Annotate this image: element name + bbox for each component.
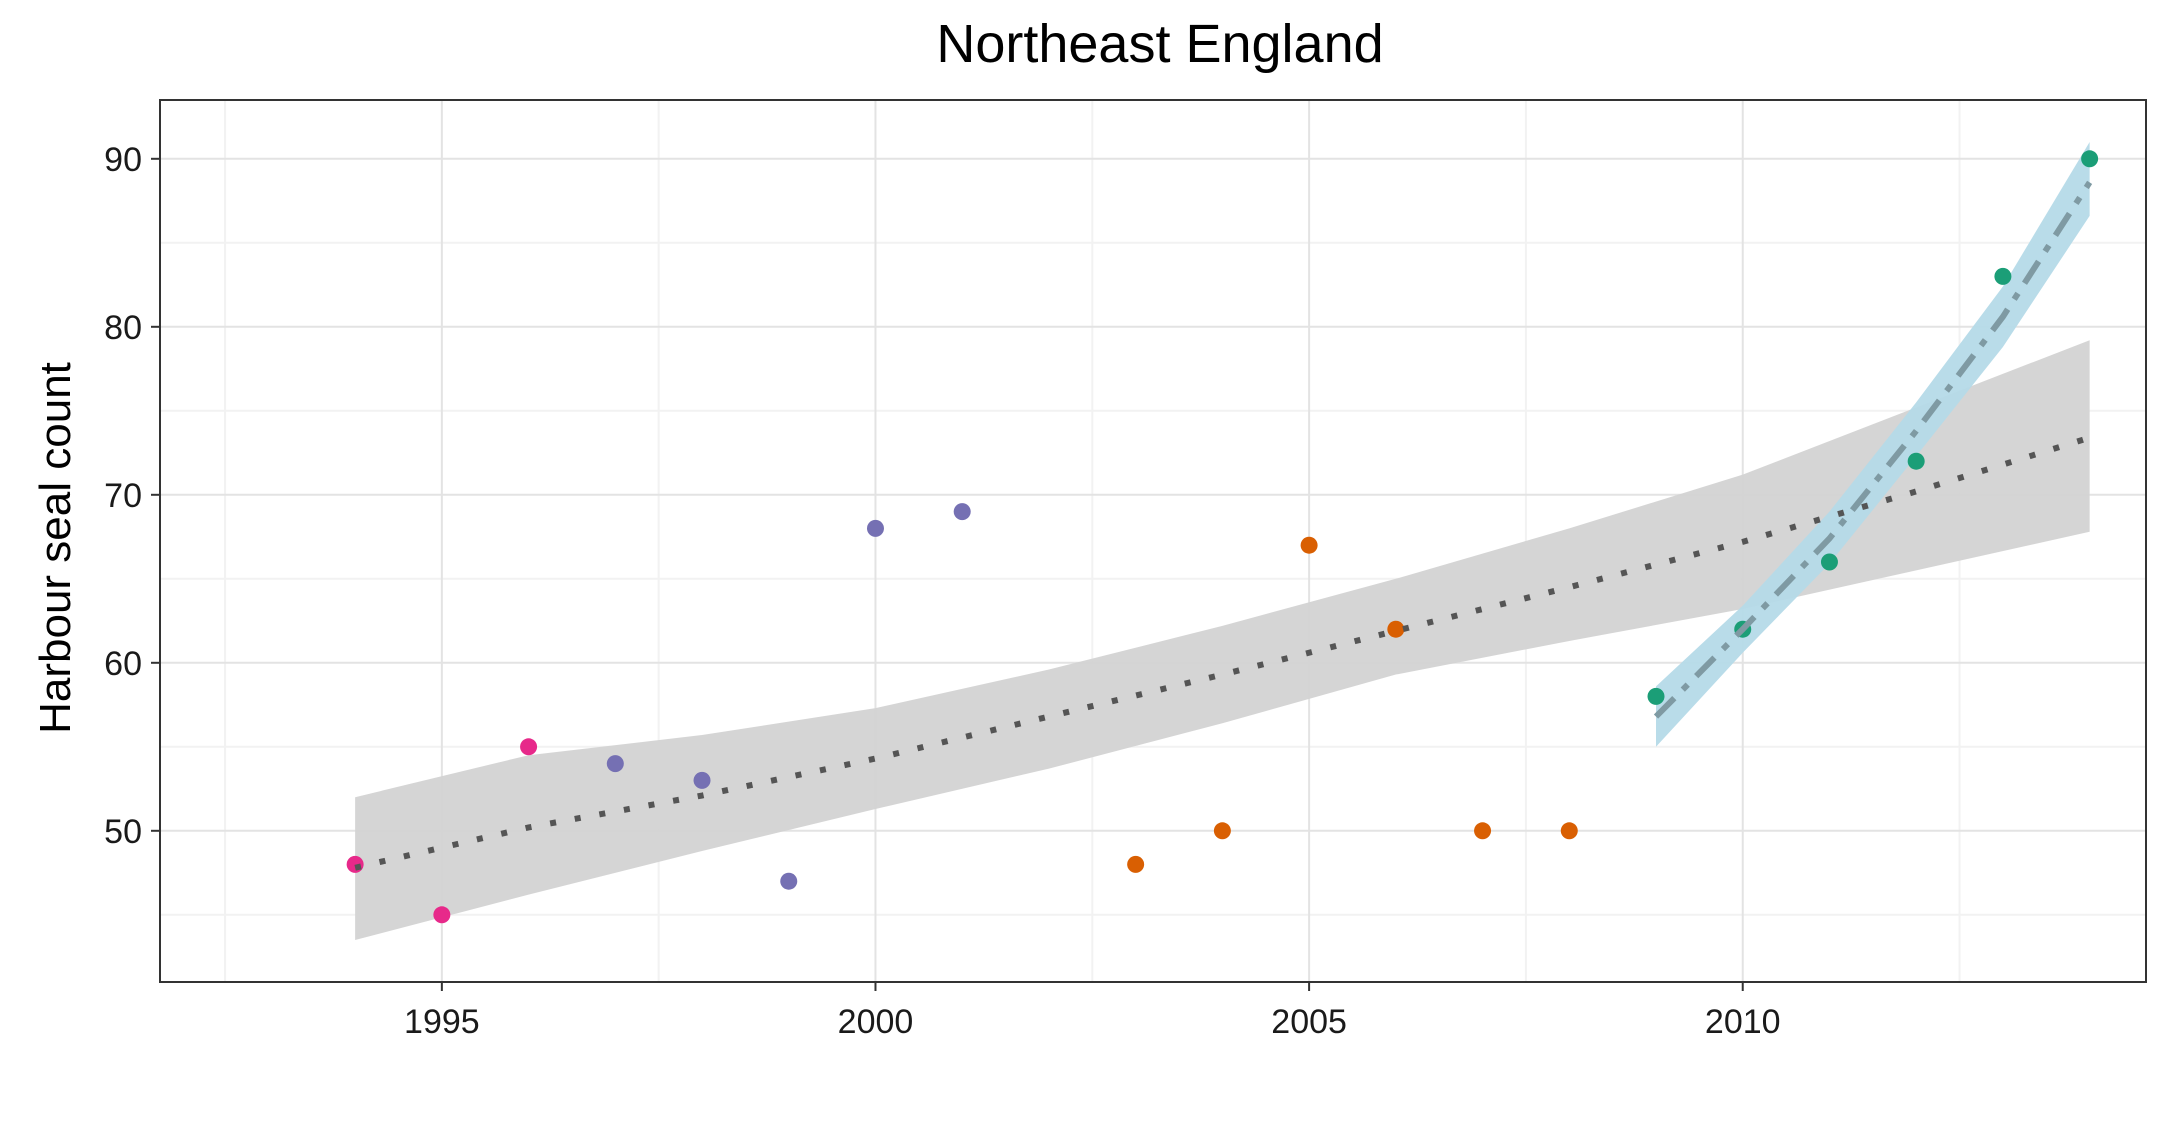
data-point	[1560, 822, 1578, 840]
data-point	[520, 738, 538, 756]
data-point	[780, 872, 798, 890]
data-point	[1474, 822, 1492, 840]
data-point	[1994, 267, 2012, 285]
x-tick-label: 2000	[838, 1003, 914, 1041]
plot-area: 1995 2000 2005 2010 50 60 70 80 90	[104, 99, 2147, 1041]
y-axis-label: Harbour seal count	[31, 362, 80, 734]
data-point	[1127, 855, 1145, 873]
y-tick-label: 60	[104, 645, 142, 683]
data-point	[1300, 536, 1318, 554]
data-point	[693, 771, 711, 789]
plot-border	[159, 99, 2147, 983]
data-point	[1213, 822, 1231, 840]
data-point	[1907, 452, 1925, 470]
data-point	[606, 755, 624, 773]
overall-trend-confidence-band	[355, 340, 2090, 940]
x-tick-label: 2010	[1705, 1003, 1781, 1041]
data-point	[346, 855, 364, 873]
data-point	[1387, 620, 1405, 638]
recent-trend-line	[1653, 180, 2093, 719]
data-point	[953, 503, 971, 521]
data-point	[1820, 553, 1838, 571]
chart-title: Northeast England	[936, 14, 1383, 74]
y-tick-label: 50	[104, 813, 142, 851]
y-tick-label: 70	[104, 477, 142, 515]
x-tick-label: 2005	[1271, 1003, 1347, 1041]
y-tick-label: 90	[104, 141, 142, 179]
data-point	[1647, 687, 1665, 705]
data-point	[866, 519, 884, 537]
recent-trend-confidence-band	[1656, 142, 2090, 747]
x-tick-label: 1995	[404, 1003, 480, 1041]
data-point	[2081, 150, 2099, 168]
data-point	[433, 906, 451, 924]
y-tick-label: 80	[104, 309, 142, 347]
